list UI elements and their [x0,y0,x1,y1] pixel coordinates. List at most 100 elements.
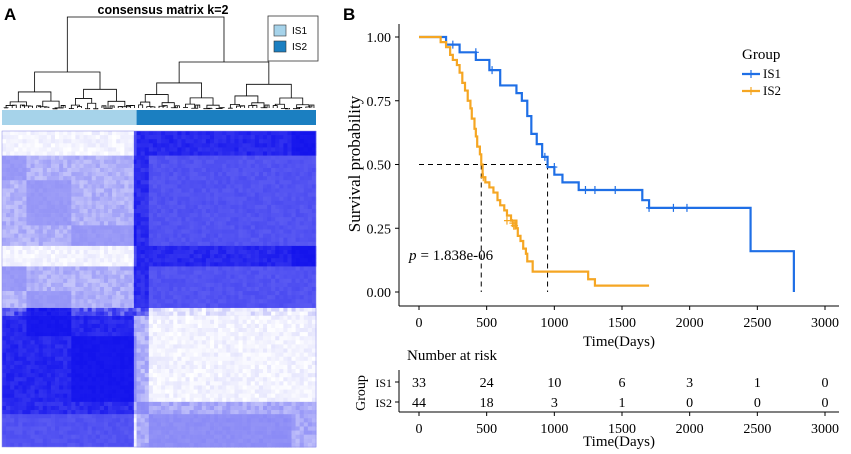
heatmap-cell [209,307,215,312]
heatmap-cell [201,311,207,316]
heatmap-cell [59,307,64,312]
dendrogram-branch [158,105,166,108]
heatmap-cell [250,307,256,312]
heatmap-cell [136,311,141,316]
dendrogram-branch [138,104,144,108]
heatmap-cell [311,311,317,316]
heatmap-cell [156,307,162,312]
dendrogram-branch [206,104,220,109]
heatmap-cell [275,307,280,312]
heatmap-cell [55,311,60,316]
dendrogram [3,16,315,110]
dendrogram-branch [87,102,97,109]
dendrogram-branch [272,105,278,108]
heatmap-cell [136,307,141,312]
heatmap-cell [169,311,174,316]
heatmap-cell [197,311,203,316]
dendrogram-branch [215,107,223,109]
cluster-bar-is1 [2,110,137,125]
heatmap-cell [124,307,129,312]
heatmap-cell [238,307,243,312]
heatmap-cell [75,311,80,316]
heatmap-cell [124,311,129,316]
heatmap-cell [185,311,190,316]
dendrogram-branch [42,100,60,108]
heatmap-cell [238,311,243,316]
heatmap-cell [271,311,276,316]
heatmap-cell [42,307,48,312]
heatmap-cell [95,311,101,316]
heatmap-cell [95,307,101,312]
heatmap-cell [311,307,317,312]
heatmap-cell [234,307,239,312]
heatmap-cell [42,311,48,316]
heatmap-cell [254,307,260,312]
heatmap-cell [63,307,68,312]
dendrogram-branch [5,105,15,108]
heatmap-cell [30,311,35,316]
heatmap-cell [87,311,93,316]
heatmap-cell [128,307,133,312]
panel-a-label: A [4,5,16,24]
heatmap-cell [189,311,194,316]
heatmap-cell [262,311,268,316]
heatmap-cell [46,307,52,312]
heatmap-cell [307,307,313,312]
dendrogram-branch [274,103,285,109]
heatmap-cell [91,307,97,312]
dendrogram-branch [293,107,301,110]
heatmap-cell [222,307,227,312]
heatmap-cell [87,307,93,312]
heatmap-cell [246,311,252,316]
heatmap-cell [307,311,313,316]
heatmap-cell [218,311,223,316]
heatmap-cell [128,311,133,316]
heatmap-cell [230,311,235,316]
heatmap-cell [10,311,15,316]
heatmap-cell [6,311,11,316]
heatmap-cell [103,307,109,312]
dendrogram-branch [140,101,151,107]
heatmap-cell [254,311,260,316]
dendrogram-branch [144,94,169,103]
heatmap-cell [169,307,174,312]
heatmap-cell [242,311,247,316]
heatmap-cell [152,311,158,316]
heatmap-cell [59,311,64,316]
dendrogram-branch [183,107,188,108]
heatmap-cell [34,307,39,312]
dendrogram-branch [156,82,202,98]
heatmap-cell [279,307,284,312]
dendrogram-branch [146,106,154,108]
heatmap-cell [226,311,231,316]
heatmap-cell [63,311,68,316]
heatmap-cell [6,307,11,312]
heatmap-cell [275,311,280,316]
heatmap-cell [50,307,56,312]
heatmap-cell [116,307,121,312]
heatmap-cell [222,311,227,316]
heatmap-cell [303,311,309,316]
heatmap-cell [156,311,162,316]
heatmap-cell [83,311,88,316]
dendrogram-branch [66,16,225,72]
heatmap-cell [38,311,44,316]
dendrogram-branch [68,108,74,109]
heatmap-cell [177,307,182,312]
heatmap-cell [71,311,76,316]
heatmap-cell [99,311,105,316]
dendrogram-branch [251,102,265,108]
heatmap-cell [26,307,31,312]
heatmap-cell [299,311,305,316]
heatmap-cell [177,311,182,316]
heatmap-cell [55,307,60,312]
heatmap-cell [144,307,150,312]
heatmap-cell [230,307,235,312]
heatmap-cell [79,311,84,316]
dendrogram-branch [297,106,303,108]
heatmap-cell [103,311,109,316]
heatmap-cell [14,311,19,316]
heatmap-cell [140,311,146,316]
heatmap-cell [140,307,146,312]
